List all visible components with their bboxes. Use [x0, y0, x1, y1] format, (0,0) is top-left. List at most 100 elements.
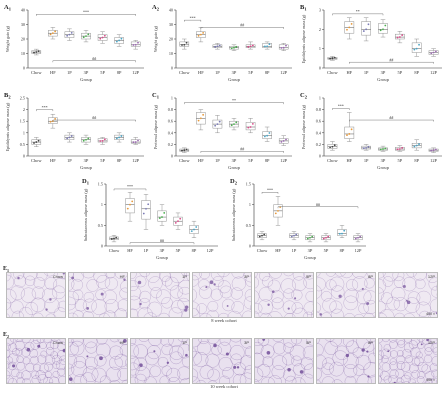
x-tick-label: 1P	[292, 248, 297, 253]
y-tick-label: 0.8	[316, 107, 321, 112]
adipocyte-outline	[410, 339, 420, 346]
nucleus-dot	[71, 276, 75, 280]
adipocyte-outline	[243, 296, 251, 310]
adipocyte-outline	[25, 363, 35, 373]
data-point	[327, 235, 330, 238]
adipocyte-outline	[91, 299, 108, 315]
adipocyte-outline	[120, 280, 127, 293]
data-point	[280, 46, 283, 49]
y-tick-label: 0.2	[168, 142, 173, 147]
histology-tile-label: 12P	[427, 340, 435, 345]
x-tick-label: 5P	[176, 248, 181, 253]
adipocyte-outline	[260, 312, 272, 317]
y-tick-label: 30	[169, 22, 173, 27]
adipocyte-outline	[32, 339, 41, 345]
box-8P	[411, 38, 422, 57]
data-point	[266, 134, 269, 137]
adipocyte-texture	[69, 339, 127, 383]
adipocyte-outline	[373, 347, 375, 357]
box-body	[125, 198, 135, 214]
adipocyte-outline	[187, 344, 189, 352]
adipocyte-outline	[30, 355, 39, 365]
adipocyte-outline	[193, 376, 201, 383]
histology-tile-HF: HF	[68, 338, 128, 384]
panel-label-sub: 2	[157, 7, 160, 12]
data-point	[230, 124, 233, 127]
adipocyte-outline	[69, 363, 75, 376]
adipocyte-outline	[429, 363, 437, 372]
histology-tile-label: HF	[119, 340, 125, 345]
y-tick-label: 1	[23, 130, 25, 135]
data-point	[290, 235, 293, 238]
x-axis-label: Group	[80, 165, 92, 170]
box-8P	[189, 221, 199, 238]
data-point	[161, 216, 163, 218]
box-5P	[394, 145, 405, 152]
adipocyte-outline	[193, 274, 199, 287]
adipocyte-outline	[379, 354, 383, 364]
adipocyte-outline	[292, 276, 307, 292]
adipocyte-outline	[425, 378, 433, 383]
adipocyte-outline	[114, 308, 127, 317]
adipocyte-outline	[324, 341, 338, 355]
adipocyte-outline	[291, 355, 302, 367]
x-tick-label: 5P	[398, 70, 403, 75]
adipocyte-outline	[7, 375, 14, 383]
x-tick-label: 3P	[232, 70, 237, 75]
data-point	[279, 206, 282, 209]
adipocyte-outline	[344, 375, 357, 383]
adipocyte-outline	[57, 368, 65, 377]
adipocyte-outline	[9, 339, 18, 343]
x-axis-label: Group	[80, 77, 92, 82]
adipocyte-outline	[69, 312, 79, 317]
data-point	[235, 45, 238, 48]
sig-label: ##	[240, 23, 244, 28]
data-point	[197, 34, 200, 37]
histology-tile-label: 1P	[182, 274, 187, 279]
adipocyte-outline	[255, 310, 260, 317]
panel-c2-chart: C2 0 0.2 0.4 0.6 0.8 1 Perirenal adipose mass (…	[300, 92, 442, 170]
nucleus-dot	[86, 355, 89, 358]
box-5P	[173, 212, 183, 230]
adipocyte-outline	[80, 372, 96, 383]
adipocyte-outline	[388, 339, 397, 343]
data-point	[396, 36, 399, 39]
panel-d2-chart: D2 0 0.5 1 1.5 Subcutaneous adipose mass (g) C…	[230, 178, 366, 260]
adipocyte-outline	[340, 273, 354, 279]
data-point	[338, 232, 341, 235]
x-tick-label: 8P	[265, 70, 270, 75]
adipocyte-outline	[7, 298, 11, 311]
data-point	[247, 126, 250, 129]
panel-label-sub: 2	[305, 95, 308, 100]
adipocyte-texture	[317, 339, 375, 383]
histology-tile-5P: 5P	[254, 272, 314, 318]
data-point	[218, 120, 221, 123]
x-tick-label: 3P	[160, 248, 165, 253]
adipocyte-outline	[321, 362, 334, 375]
adipocyte-outline	[210, 288, 223, 301]
x-tick-label: 1P	[67, 158, 72, 163]
box-12P	[428, 48, 439, 57]
box-Chow	[327, 141, 338, 151]
y-tick-label: 10	[21, 51, 25, 56]
histology-tile-Chow: Chow	[6, 338, 66, 384]
adipocyte-outline	[394, 312, 405, 317]
adipocyte-outline	[45, 313, 57, 317]
adipocyte-outline	[379, 312, 387, 317]
adipocyte-outline	[7, 349, 11, 359]
data-point	[35, 141, 38, 143]
x-tick-label: 1P	[67, 70, 72, 75]
adipocyte-outline	[363, 290, 375, 305]
adipocyte-outline	[131, 286, 142, 301]
adipocyte-outline	[388, 375, 398, 383]
adipocyte-outline	[218, 312, 230, 317]
histology-tile-HF: HF	[68, 272, 128, 318]
data-point	[118, 136, 121, 139]
y-axis-label: Subcutaneous adipose mass (g)	[83, 188, 88, 241]
box-5P	[97, 31, 108, 44]
adipocyte-outline	[72, 273, 85, 282]
data-point	[134, 43, 137, 46]
adipocyte-outline	[239, 372, 251, 383]
histology-tile-label: 5P	[306, 340, 311, 345]
data-point	[126, 207, 129, 210]
